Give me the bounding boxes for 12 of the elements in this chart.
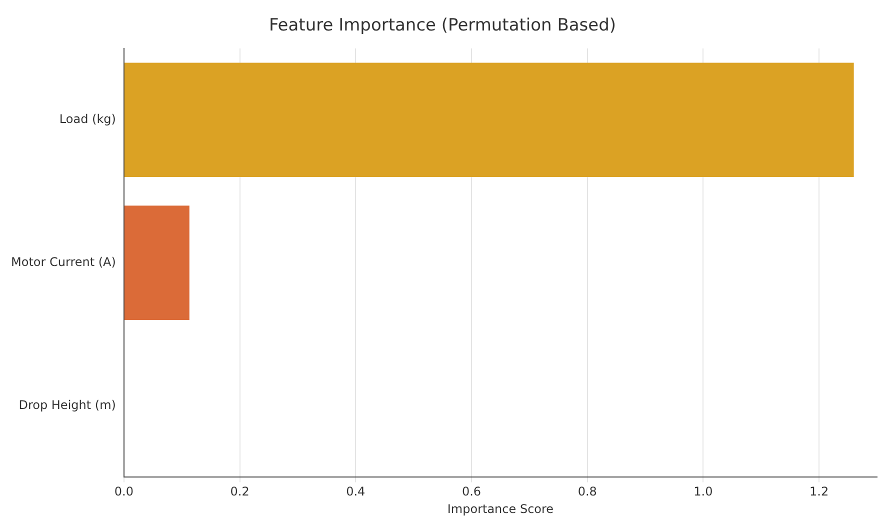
x-tick-label: 0.2 <box>230 484 250 499</box>
x-tick-label: 0.6 <box>462 484 482 499</box>
y-tick-label: Load (kg) <box>59 112 116 126</box>
x-tick-label: 0.0 <box>114 484 134 499</box>
x-axis-title: Importance Score <box>447 502 554 516</box>
chart-title: Feature Importance (Permutation Based) <box>268 16 616 36</box>
x-tick-label: 1.2 <box>810 484 829 499</box>
y-tick-label: Motor Current (A) <box>10 254 116 269</box>
x-tick-label: 0.8 <box>578 484 597 499</box>
x-tick-label: 1.0 <box>694 484 713 499</box>
x-tick-label: 0.4 <box>346 484 366 499</box>
y-tick-label: Drop Height (m) <box>18 398 116 412</box>
